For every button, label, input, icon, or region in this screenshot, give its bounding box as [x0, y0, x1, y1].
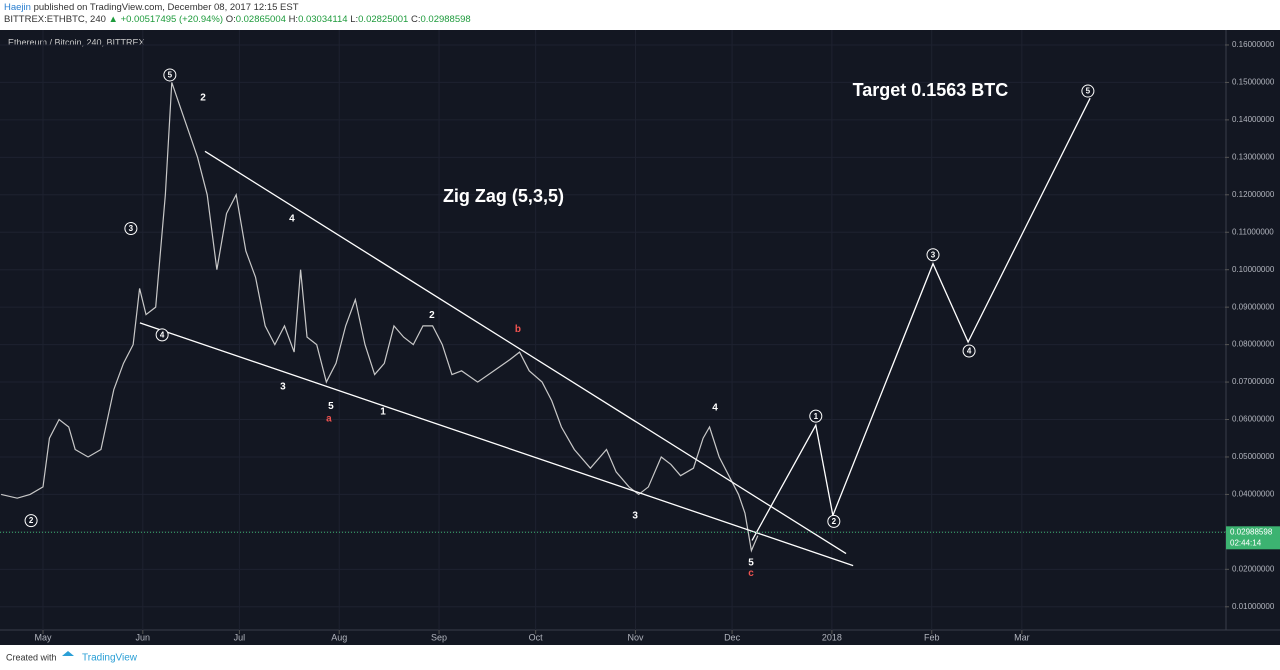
wave-circle [926, 248, 940, 262]
last-price-label: 0.02988598 [1230, 527, 1273, 536]
header: Haejin published on TradingView.com, Dec… [4, 2, 471, 26]
wave-label: 3 [632, 511, 638, 522]
ohlc-value: 0.02988598 [420, 14, 471, 25]
chart-title: Ethereum / Bitcoin, 240, BITTREX [8, 37, 145, 47]
price-line [0, 82, 759, 553]
publish-line: Haejin published on TradingView.com, Dec… [4, 2, 471, 14]
y-tick-label: 0.05000000 [1232, 452, 1275, 461]
y-tick-label: 0.08000000 [1232, 340, 1275, 349]
x-tick-label: Mar [1014, 632, 1030, 642]
wave-circle [124, 222, 138, 236]
wave-label: 4 [289, 214, 295, 225]
x-tick-label: Nov [627, 632, 644, 642]
wave-label: 3 [931, 250, 936, 259]
y-tick-label: 0.15000000 [1232, 78, 1275, 87]
x-tick-label: 2018 [822, 632, 842, 642]
wave-label: 5 [1086, 87, 1091, 96]
x-tick-label: Jul [234, 632, 246, 642]
wave-label: 5 [168, 71, 173, 80]
wave-circle [962, 344, 976, 358]
y-tick-label: 0.07000000 [1232, 377, 1275, 386]
ohlc-label: O: [225, 14, 236, 25]
wave-label: 5 [748, 558, 754, 569]
wave-circle [809, 409, 823, 423]
y-tick-label: 0.09000000 [1232, 302, 1275, 311]
wave-label: 3 [129, 224, 134, 233]
y-tick-label: 0.12000000 [1232, 190, 1275, 199]
drawn-line [139, 322, 854, 567]
chart-background [0, 30, 1280, 645]
wave-label: 5 [328, 401, 334, 412]
quote-line: BITTREX:ETHBTC, 240 ▲ +0.00517495 (+20.9… [4, 14, 471, 26]
wave-label: 2 [200, 93, 206, 104]
wave-circle [24, 514, 38, 528]
wave-label: 4 [967, 347, 972, 356]
published: published on TradingView.com, December 0… [33, 2, 299, 13]
wave-circle [155, 328, 169, 342]
ohlc-label: H: [288, 14, 299, 25]
ohlc-value: 0.02825001 [358, 14, 409, 25]
wave-label: b [515, 324, 521, 335]
y-tick-label: 0.01000000 [1232, 602, 1275, 611]
y-tick-label: 0.06000000 [1232, 415, 1275, 424]
footer-logo [62, 651, 74, 656]
y-tick-label: 0.14000000 [1232, 115, 1275, 124]
note: Target 0.1563 BTC [853, 80, 1009, 100]
x-tick-label: Jun [136, 632, 151, 642]
wave-circle [827, 514, 841, 528]
x-tick-label: Dec [724, 632, 741, 642]
last-price-box [1226, 526, 1280, 550]
y-tick-label: 0.16000000 [1232, 40, 1275, 49]
wave-label: 2 [29, 516, 34, 525]
x-tick-label: Sep [431, 632, 447, 642]
y-tick-label: 0.02000000 [1232, 564, 1275, 573]
wave-label: 4 [712, 402, 718, 413]
wave-label: c [748, 568, 754, 579]
ohlc-label: L: [350, 14, 359, 25]
wave-label: 2 [429, 310, 435, 321]
wave-circle [163, 68, 177, 82]
ohlc-value: 0.03034114 [298, 14, 348, 25]
symbol: BITTREX:ETHBTC, 240 [4, 14, 106, 25]
drawn-line [204, 150, 847, 555]
wave-label: 3 [280, 381, 286, 392]
y-tick-label: 0.10000000 [1232, 265, 1275, 274]
x-tick-label: Feb [924, 632, 940, 642]
footer-brand[interactable]: TradingView [82, 653, 138, 664]
note: Zig Zag (5,3,5) [443, 186, 564, 206]
ohlc: O:0.02865004 H:0.03034114 L:0.02825001 C… [226, 14, 471, 25]
wave-label: 4 [160, 330, 165, 339]
wave-label: 1 [814, 412, 819, 421]
wave-label: 1 [380, 406, 386, 417]
drawn-line [751, 97, 1091, 541]
ohlc-label: C: [410, 14, 421, 25]
countdown: 02:44:14 [1230, 538, 1262, 547]
wave-label: 2 [832, 517, 837, 526]
x-tick-label: May [34, 632, 52, 642]
ohlc-value: 0.02865004 [235, 14, 286, 25]
y-tick-label: 0.11000000 [1232, 227, 1274, 236]
author[interactable]: Haejin [4, 2, 31, 13]
wave-label: a [326, 414, 332, 425]
x-tick-label: Oct [529, 632, 544, 642]
y-tick-label: 0.04000000 [1232, 490, 1275, 499]
x-tick-label: Aug [331, 632, 347, 642]
y-tick-label: 0.13000000 [1232, 152, 1275, 161]
footer-created: Created with [6, 652, 57, 662]
change: ▲ +0.00517495 (+20.94%) [108, 14, 224, 25]
wave-circle [1081, 84, 1095, 98]
